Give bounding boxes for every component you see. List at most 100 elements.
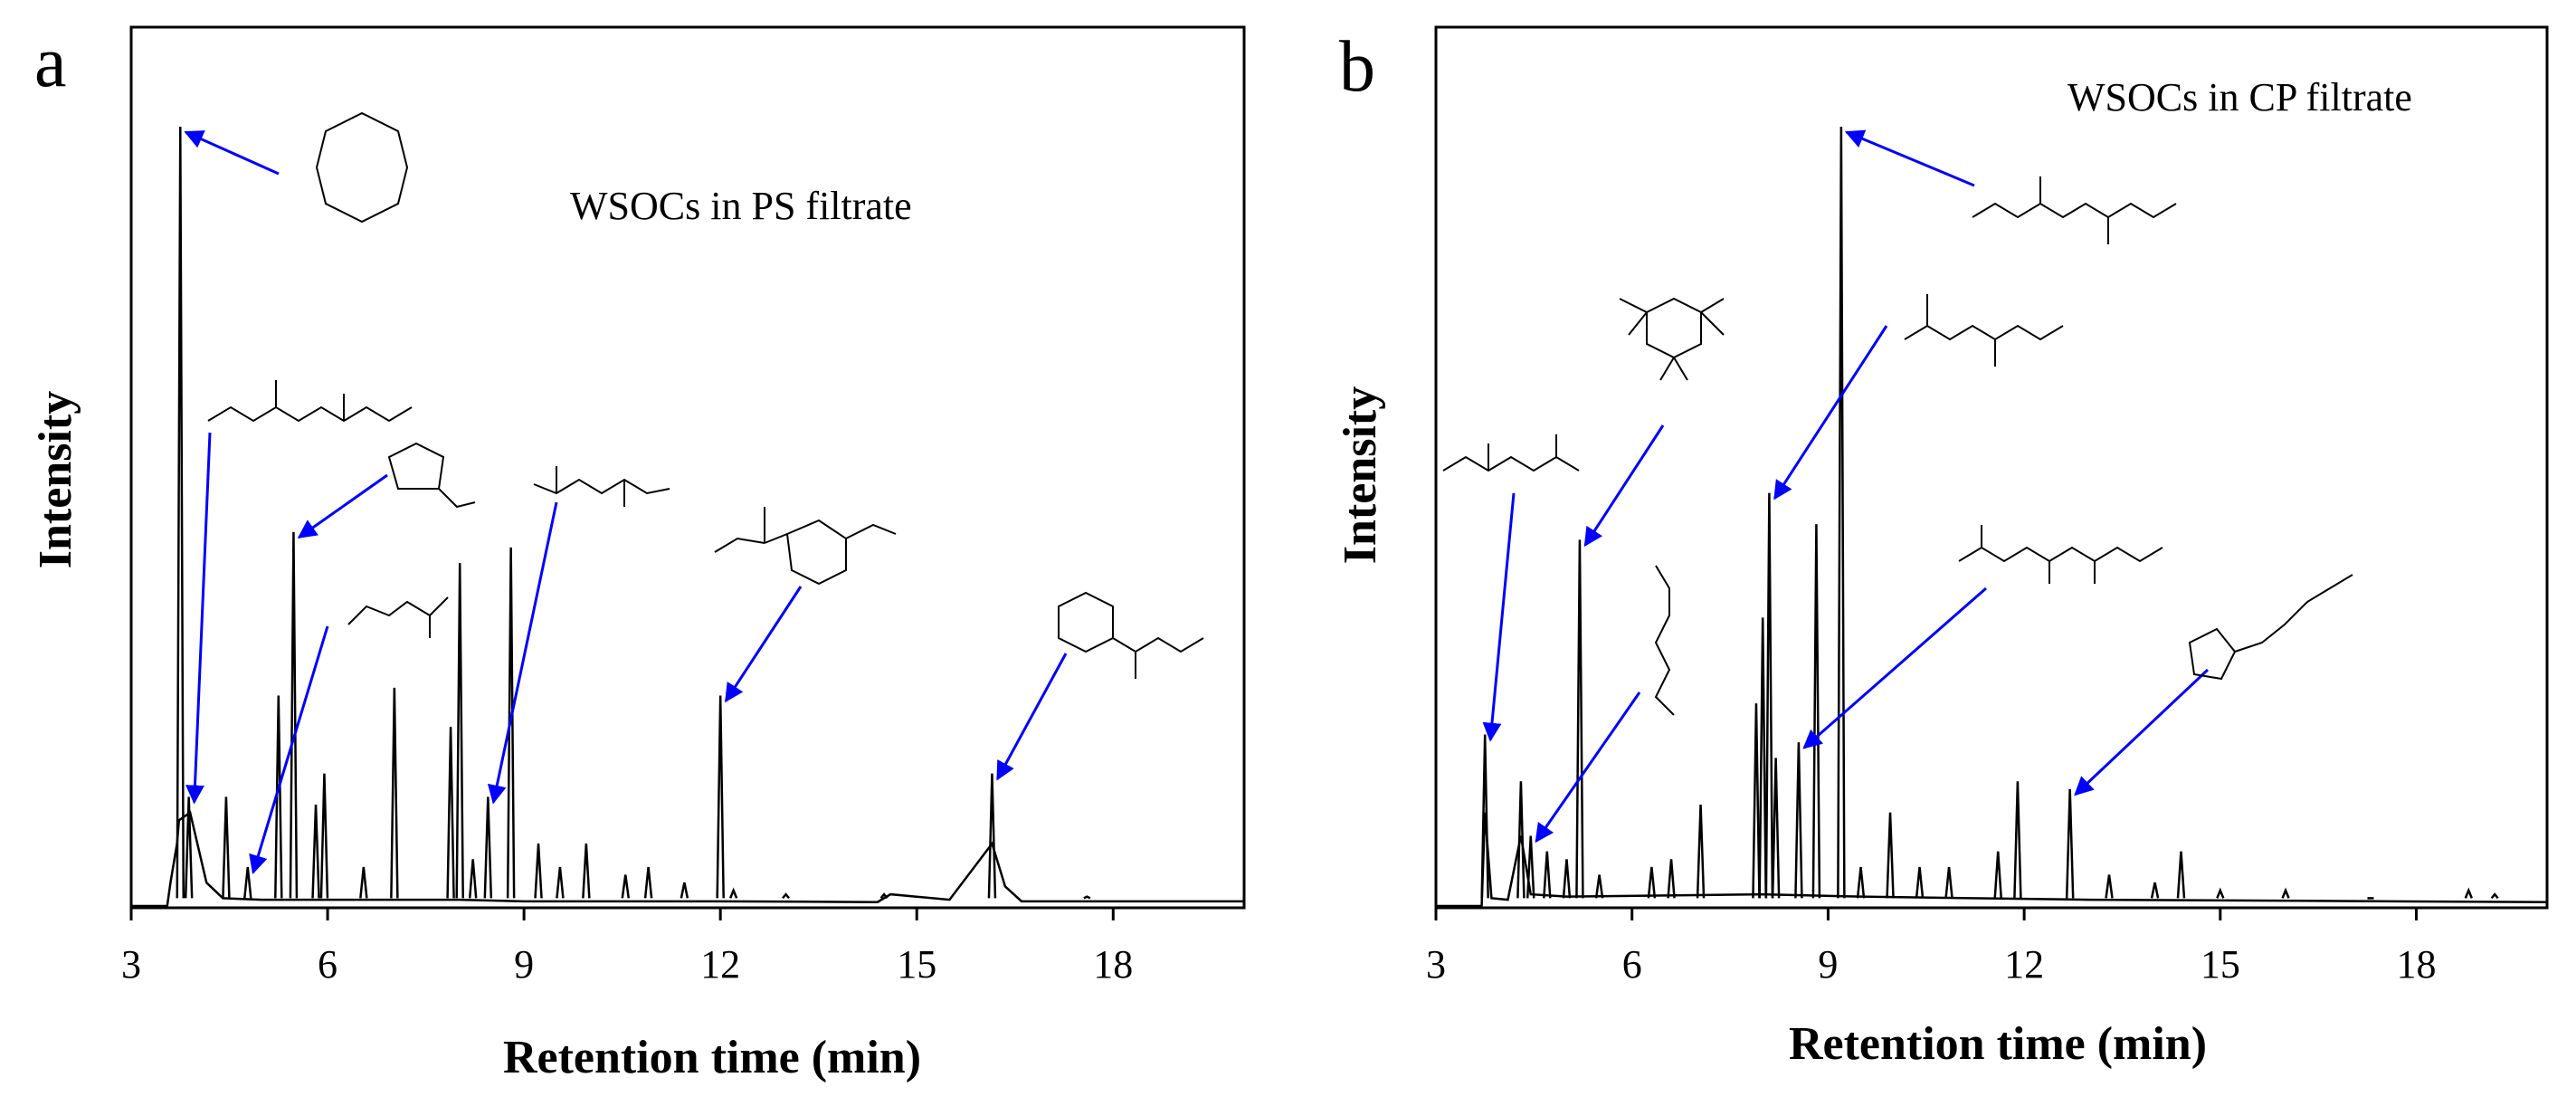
- chromatogram-peak: [1771, 758, 1781, 899]
- chromatogram-peak: [311, 805, 320, 899]
- x-tick-label: 3: [121, 942, 141, 987]
- chromatogram-peak: [274, 695, 283, 899]
- panel-a-x-axis-title: Retention time (min): [503, 1032, 921, 1083]
- panel-a-y-axis-title: Intensity: [30, 391, 81, 568]
- panel-a: a WSOCs in PS filtrate Intensity Retenti…: [30, 23, 1246, 1083]
- annotation-arrow: [249, 625, 329, 874]
- chromatogram-peak: [1811, 524, 1821, 899]
- x-tick-label: 18: [2397, 942, 2437, 987]
- acetoxybutanoate-structure: [1958, 525, 2163, 584]
- chromatogram-peak: [782, 892, 790, 900]
- x-tick-label: 15: [897, 942, 936, 987]
- chromatogram-peak: [1794, 742, 1803, 899]
- chromatogram-peak: [176, 126, 185, 899]
- panel-a-label: a: [34, 23, 67, 102]
- chromatogram-peak: [2013, 781, 2022, 899]
- chromatogram-peak: [1915, 866, 1925, 899]
- chromatogram-peak: [455, 563, 464, 899]
- chromatogram-peak: [222, 796, 231, 899]
- panel-b-title: WSOCs in CP filtrate: [2067, 75, 2412, 119]
- isobutyl-acrylate-structure: [1442, 434, 1580, 472]
- chromatogram-peak: [1543, 851, 1552, 899]
- chromatogram-baseline: [131, 810, 1244, 908]
- panel-b-plot-area: 3 6 9 12 15 18: [1426, 25, 2549, 987]
- chromatogram-peak: [289, 531, 299, 899]
- tetroxocane-structure: [315, 111, 409, 224]
- panel-b-molecule-structures: [1442, 176, 2353, 716]
- chromatogram-peak: [1752, 703, 1761, 899]
- annotation-arrow: [1844, 129, 1975, 187]
- annotation-arrow: [2074, 668, 2210, 796]
- chromatogram-peak: [643, 866, 653, 899]
- chromatogram-peak: [1758, 617, 1767, 899]
- chromatogram-peak: [1667, 859, 1676, 899]
- chromatogram-peak: [1696, 805, 1706, 899]
- x-tick-label: 12: [2004, 942, 2044, 987]
- chromatogram-baseline: [1436, 812, 2548, 908]
- panel-b-y-axis-title: Intensity: [1335, 386, 1386, 564]
- annotation-arrow: [297, 473, 388, 539]
- diethyl-succinate-structure: [1972, 176, 2177, 244]
- chromatogram-peak: [582, 844, 591, 899]
- chromatogram-peak: [319, 773, 329, 899]
- chromatogram-peak: [2150, 882, 2160, 899]
- chromatogram-peak: [1083, 895, 1091, 900]
- x-tick-label: 9: [1818, 942, 1838, 987]
- chromatogram-peak: [1562, 859, 1572, 899]
- chromatogram-peak: [2464, 887, 2473, 899]
- chromatogram-peak: [2490, 892, 2499, 900]
- chromatogram-peak: [534, 844, 543, 899]
- methoxyacetic-anhydride-structure: [207, 380, 413, 423]
- panel-b-x-axis-title: Retention time (min): [1789, 1018, 2207, 1070]
- annotation-arrow: [1482, 492, 1516, 742]
- panel-a-molecule-structures: [207, 111, 1204, 679]
- annotation-arrow: [1583, 424, 1665, 548]
- chromatogram-peak: [680, 882, 689, 899]
- chromatogram-peak: [1993, 851, 2002, 899]
- chromatogram-peak: [1516, 781, 1526, 899]
- chromatogram-peak: [1944, 866, 1953, 899]
- chromatogram-peak: [468, 859, 478, 899]
- annotation-arrow: [185, 432, 212, 805]
- furaldehyde-structure: [387, 442, 476, 509]
- x-tick-label: 6: [318, 942, 337, 987]
- chromatogram-peak: [1575, 539, 1584, 899]
- chromatogram-peak: [359, 866, 368, 899]
- chromatogram-peak: [879, 892, 889, 900]
- x-tick-label: 3: [1426, 942, 1446, 987]
- chromatogram-peak: [2176, 851, 2186, 899]
- chromatogram-peak: [506, 547, 516, 899]
- chromatogram-peak: [2065, 788, 2075, 899]
- chromatogram-peak: [2105, 874, 2114, 899]
- annotation-arrow: [1802, 586, 1987, 749]
- chromatogram-peak: [1886, 812, 1895, 899]
- chromatogram-peak: [716, 695, 725, 899]
- pyroglutamate-structure: [2188, 574, 2353, 681]
- plot-frame: [129, 25, 1246, 910]
- chromatogram-peak: [728, 887, 738, 899]
- chromatogram-peak: [1837, 126, 1846, 899]
- x-tick-label: 15: [2201, 942, 2240, 987]
- chromatogram-peak: [1594, 874, 1604, 899]
- chromatogram-peak: [446, 726, 455, 899]
- x-tick-label: 9: [514, 942, 534, 987]
- chromatogram-peak: [1647, 866, 1657, 899]
- annotation-arrow: [996, 653, 1068, 781]
- chromatogram-peak: [2216, 887, 2225, 899]
- chromatogram-peak: [621, 874, 631, 899]
- plot-frame: [1434, 25, 2549, 910]
- annotation-arrow: [724, 586, 803, 703]
- x-tick-label: 6: [1622, 942, 1642, 987]
- chromatogram-peak: [1856, 866, 1866, 899]
- chromatogram-peak: [243, 866, 252, 899]
- panel-a-title: WSOCs in PS filtrate: [570, 184, 912, 228]
- x-tick-label: 18: [1093, 942, 1133, 987]
- chromatogram-peak: [987, 773, 997, 899]
- annotation-arrow: [1773, 325, 1888, 501]
- cyclotrisiloxane-structure: [1619, 297, 1725, 381]
- ethyl-propanoate-structure: [347, 596, 449, 638]
- butyrovanillone-structure: [1058, 591, 1204, 679]
- chromatogram-peak: [2281, 887, 2290, 899]
- chromatogram-peak: [483, 796, 493, 899]
